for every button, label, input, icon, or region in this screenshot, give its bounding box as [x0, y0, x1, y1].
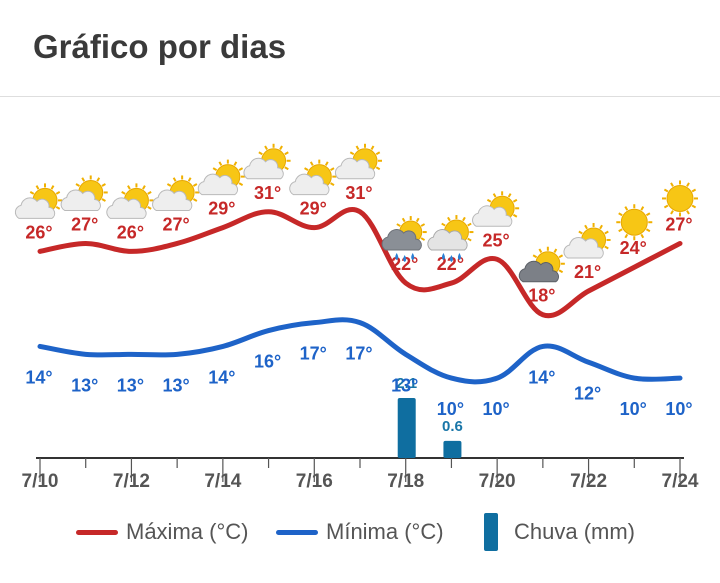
sun-icon [662, 180, 698, 217]
min-temp-label: 13° [391, 375, 418, 395]
min-temp-label: 12° [574, 383, 601, 403]
partly-cloudy-icon [243, 143, 291, 180]
legend-label-rain: Chuva (mm) [514, 519, 636, 544]
max-temp-label: 29° [300, 199, 327, 219]
max-temp-label: 18° [528, 286, 555, 306]
partly-cloudy-icon [563, 222, 611, 259]
min-temp-label: 10° [620, 399, 647, 419]
x-tick-label: 7/22 [570, 471, 607, 492]
max-temp-label: 24° [620, 238, 647, 258]
daily-forecast-chart: 7/10 7/12 7/14 7/16 7/18 7/20 7/22 7/24 2.1 0.6 26… [14, 143, 699, 492]
rain-bar [443, 440, 462, 458]
x-tick-label: 7/12 [113, 471, 150, 492]
max-temp-label: 31° [254, 183, 281, 203]
rain-data-label: 0.6 [442, 418, 463, 435]
legend-swatch-rain [484, 513, 498, 551]
min-temp-label: 10° [437, 399, 464, 419]
legend-label-max: Máxima (°C) [126, 519, 249, 544]
legend-swatch-min [276, 529, 318, 535]
legend-item-min: Mínima (°C) [276, 512, 444, 552]
max-temp-label: 27° [665, 214, 692, 234]
sun-icon [616, 204, 653, 241]
header-divider [0, 96, 720, 97]
max-temp-label: 21° [574, 262, 601, 282]
max-temp-label: 22° [391, 254, 418, 274]
sun-rain-icon [427, 215, 474, 263]
max-temp-label: 27° [163, 214, 190, 234]
min-temp-label: 13° [117, 375, 144, 395]
min-temp-label: 17° [300, 344, 327, 364]
partly-cloudy-icon [472, 191, 520, 227]
storm-rain-icon [381, 216, 427, 263]
x-tick-label: 7/14 [204, 471, 241, 492]
legend-swatch-max [76, 529, 118, 535]
partly-cloudy-icon [14, 183, 62, 219]
max-temp-label: 26° [117, 222, 144, 242]
x-tick-label: 7/10 [22, 471, 59, 492]
min-temp-label: 14° [528, 367, 555, 387]
sun-dark-cloud-icon [518, 246, 565, 283]
max-temp-label: 29° [208, 199, 235, 219]
min-temp-label: 13° [163, 375, 190, 395]
rain-data-label: 2.1 [396, 375, 417, 392]
x-tick-label: 7/24 [662, 471, 699, 492]
partly-cloudy-icon [60, 175, 108, 211]
partly-cloudy-icon [334, 143, 382, 180]
x-tick-label: 7/16 [296, 471, 333, 492]
rain-bar [397, 397, 416, 458]
min-temp-line [37, 317, 683, 385]
legend-item-max: Máxima (°C) [76, 512, 248, 552]
min-temp-label: 17° [345, 344, 372, 364]
min-temp-label: 10° [665, 399, 692, 419]
min-temp-label: 16° [254, 352, 281, 372]
x-tick-label: 7/18 [387, 471, 424, 492]
min-temp-label: 14° [208, 367, 235, 387]
legend-item-rain: Chuva (mm) [484, 512, 635, 552]
min-temp-label: 10° [483, 399, 510, 419]
partly-cloudy-icon [289, 159, 337, 196]
legend-label-min: Mínima (°C) [326, 519, 444, 544]
max-temp-label: 31° [345, 183, 372, 203]
max-temp-label: 26° [25, 222, 52, 242]
partly-cloudy-icon [197, 159, 245, 196]
page-title: Gráfico por dias [33, 28, 287, 65]
chart-legend: Máxima (°C) Mínima (°C) Chuva (mm) [0, 512, 720, 552]
partly-cloudy-icon [106, 183, 154, 219]
min-temp-label: 14° [25, 367, 52, 387]
min-temp-label: 13° [71, 375, 98, 395]
max-temp-label: 27° [71, 214, 98, 234]
max-temp-line [37, 207, 683, 319]
partly-cloudy-icon [152, 175, 200, 211]
max-temp-label: 25° [483, 230, 510, 250]
x-tick-label: 7/20 [479, 471, 516, 492]
